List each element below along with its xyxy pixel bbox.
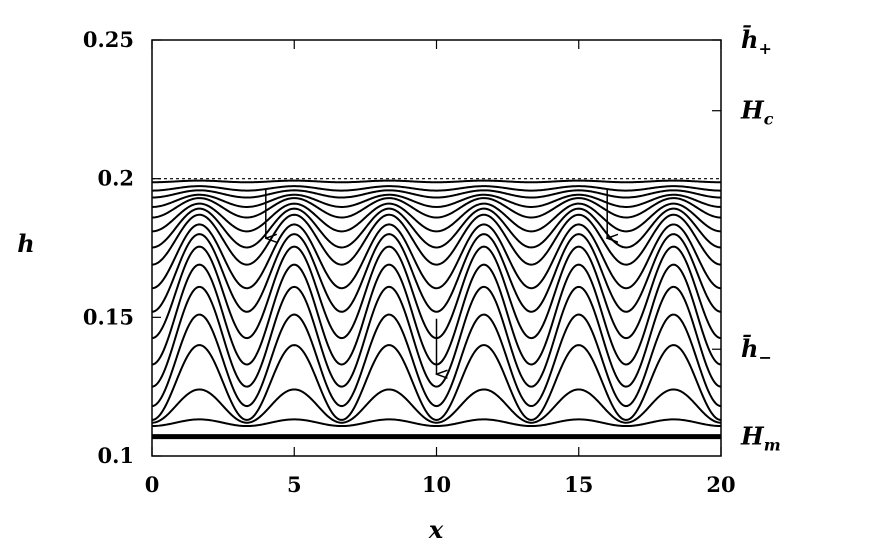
lines-layer	[151, 178, 722, 440]
profile-curve-17	[151, 418, 722, 428]
right-axis-label: h̄+	[741, 25, 772, 58]
profile-curve-14	[151, 313, 722, 408]
x-tick-label: 10	[422, 472, 451, 497]
x-axis-label: x	[428, 515, 444, 544]
profile-curve-1	[152, 179, 721, 184]
x-tick-label: 20	[706, 472, 735, 497]
profile-curve-7	[151, 207, 722, 249]
profile-curve-6	[151, 202, 722, 233]
right-axis-label: Hm	[740, 422, 781, 455]
profile-curve-4	[151, 193, 722, 208]
profile-curve-2	[151, 185, 722, 192]
x-tick-label: 0	[145, 472, 160, 497]
profile-curve-9	[151, 223, 722, 290]
profile-curve-16	[151, 388, 722, 424]
ticks-layer: 0 5 10 15 20 0.1 0.15 0.2 0.25 h̄+ Hc h̄− Hm	[83, 25, 781, 497]
profile-curve-13	[151, 285, 722, 388]
right-axis-label: Hc	[740, 96, 774, 129]
y-axis-label: h	[17, 229, 34, 258]
profile-curve-5	[151, 197, 722, 219]
profile-curve-10	[151, 233, 722, 313]
y-tick-label: 0.1	[97, 443, 134, 468]
profile-curve-8	[151, 213, 722, 266]
right-axis-label: h̄−	[741, 334, 772, 367]
y-tick-label: 0.2	[97, 166, 134, 191]
profile-curve-15	[151, 344, 722, 421]
y-tick-label: 0.25	[83, 27, 134, 52]
profile-curve-3	[151, 189, 722, 199]
x-tick-label: 5	[287, 472, 302, 497]
y-tick-label: 0.15	[83, 304, 134, 329]
x-tick-label: 15	[564, 472, 593, 497]
